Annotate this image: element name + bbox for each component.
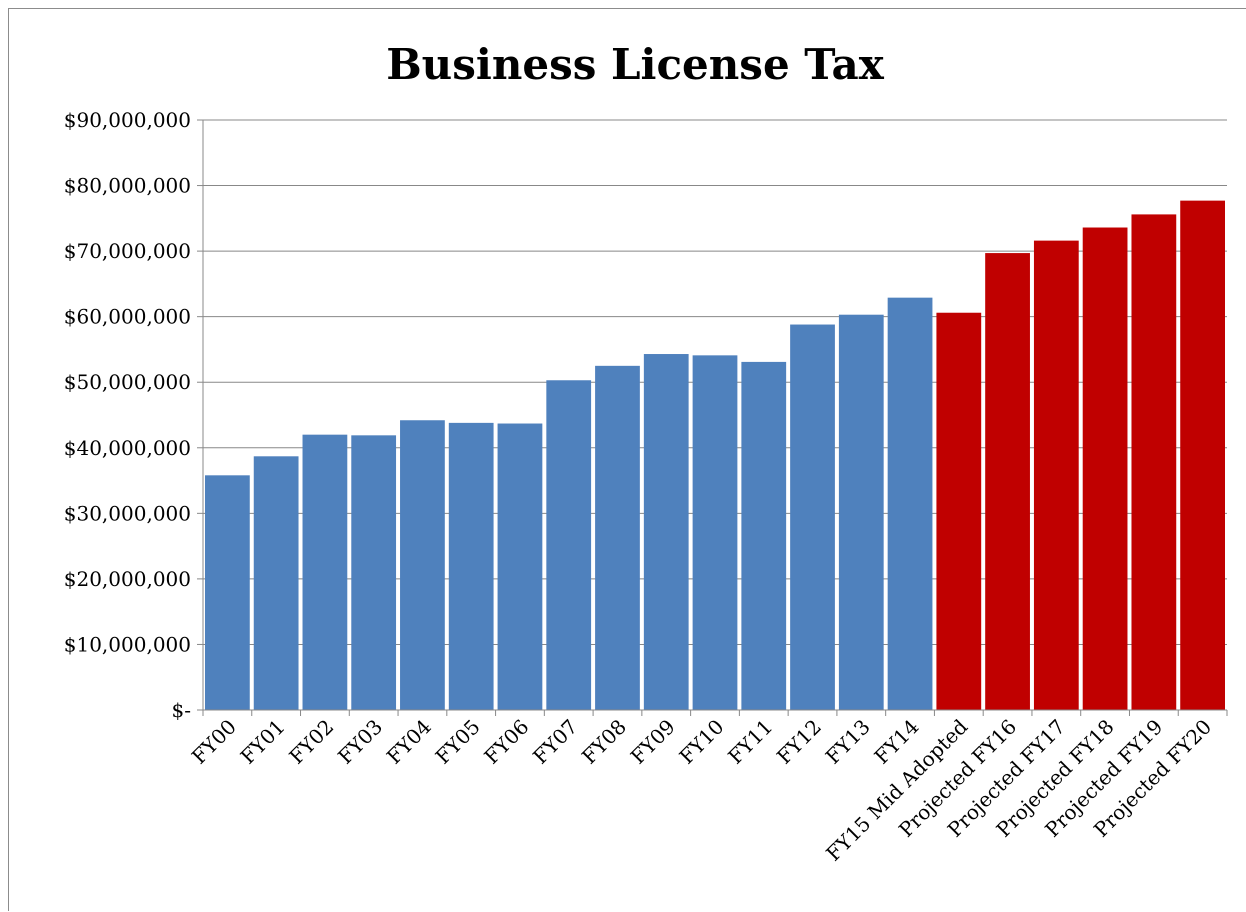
bar-fy05 (448, 422, 494, 710)
x-tick-label: FY08 (577, 715, 631, 769)
bar-fy06 (497, 423, 543, 710)
x-tick-label: FY06 (479, 715, 533, 769)
x-tick-label: FY00 (187, 715, 241, 769)
y-tick-label: $60,000,000 (64, 305, 191, 329)
x-tick-label: FY11 (723, 715, 777, 769)
chart-frame: Business License Tax $- $10,000,000 $20,00… (8, 8, 1246, 911)
x-tick-label: FY03 (333, 715, 387, 769)
bar-fy04 (400, 420, 445, 710)
y-tick-label: $50,000,000 (64, 370, 191, 394)
bar-fy01 (253, 456, 299, 710)
bar-fy10 (692, 355, 738, 710)
bar-projected-fy20 (1180, 200, 1225, 710)
x-tick-label: FY02 (284, 715, 338, 769)
y-tick-label: $40,000,000 (64, 436, 191, 460)
y-tick-label: $30,000,000 (64, 501, 191, 525)
bar-fy11 (741, 361, 787, 710)
x-tick-label: FY04 (382, 715, 436, 769)
y-tick-label: $- (172, 698, 191, 722)
bar-projected-fy18 (1082, 227, 1128, 710)
bar-fy02 (302, 434, 348, 710)
y-tick-label: $90,000,000 (64, 108, 191, 132)
y-tick-label: $10,000,000 (64, 632, 191, 656)
bar-fy13 (838, 314, 884, 710)
axes (197, 119, 1228, 716)
bar-fy03 (351, 435, 397, 710)
bar-fy08 (595, 365, 640, 710)
bar-projected-fy16 (985, 253, 1030, 711)
bar-projected-fy17 (1033, 240, 1079, 710)
bar-chart: Business License Tax $- $10,000,000 $20,00… (64, 40, 1228, 866)
x-tick-label: FY10 (674, 715, 728, 769)
y-tick-label: $70,000,000 (64, 239, 191, 263)
bar-fy12 (790, 324, 835, 710)
y-tick-label: $80,000,000 (64, 174, 191, 198)
x-axis-tick-labels: FY00FY01FY02FY03FY04FY05FY06FY07FY08FY09… (187, 714, 1216, 865)
chart-title: Business License Tax (386, 40, 885, 89)
y-axis-tick-labels: $- $10,000,000 $20,000,000 $30,000,000 $40,0… (64, 108, 191, 722)
bar-fy00 (205, 475, 250, 710)
bars (205, 200, 1225, 711)
y-tick-label: $20,000,000 (64, 567, 191, 591)
bar-projected-fy19 (1131, 214, 1177, 710)
bar-fy09 (643, 354, 689, 710)
bar-fy07 (546, 380, 592, 710)
x-tick-label: FY12 (772, 715, 826, 769)
x-tick-label: FY05 (431, 715, 485, 769)
x-tick-label: FY01 (236, 715, 290, 769)
bar-fy15-mid-adopted (936, 312, 982, 710)
x-tick-label: FY09 (626, 715, 680, 769)
x-tick-label: FY07 (528, 715, 582, 769)
x-tick-label: FY13 (821, 715, 875, 769)
bar-fy14 (887, 297, 933, 710)
